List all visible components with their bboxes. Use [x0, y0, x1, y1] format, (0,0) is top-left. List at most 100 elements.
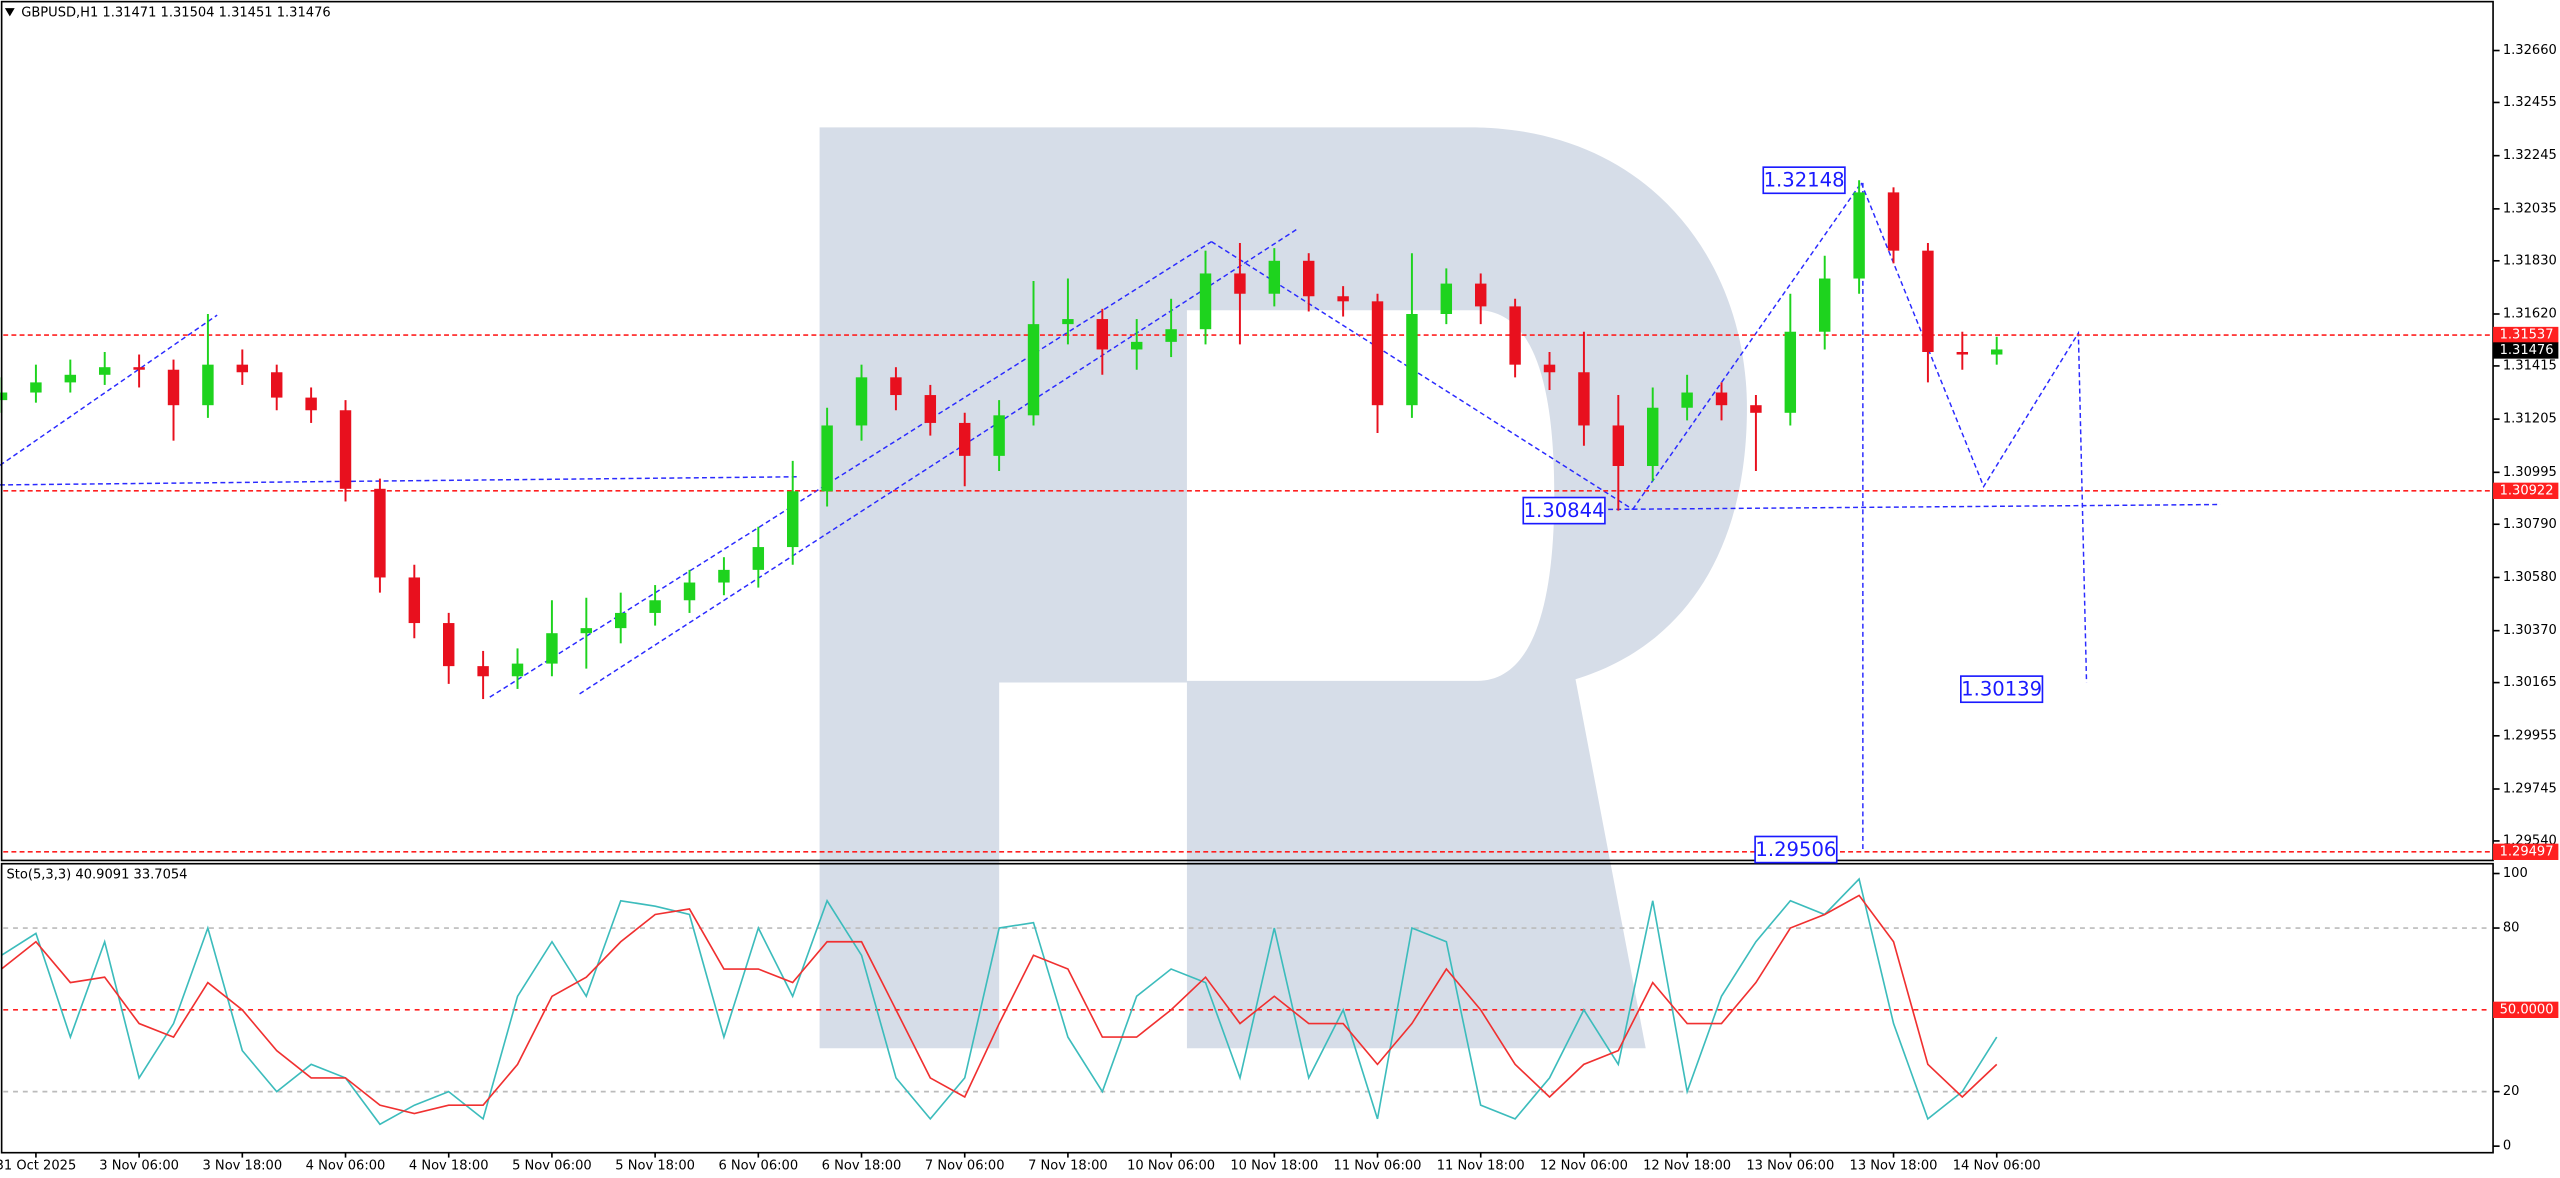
annotation-label: 1.29506 [1755, 838, 1836, 861]
candle-body [30, 382, 42, 393]
candle-body [1819, 278, 1831, 332]
candle-body [1750, 405, 1762, 413]
candle-body [821, 425, 833, 492]
candle-body [1887, 192, 1900, 251]
annotation-box [1522, 496, 1606, 525]
x-tick-label: 6 Nov 06:00 [718, 1158, 798, 1173]
annotation-box [1754, 835, 1838, 864]
x-tick-label: 12 Nov 06:00 [1540, 1158, 1628, 1173]
candle-body [924, 395, 937, 423]
forecast-line [489, 241, 1212, 698]
y-tick-label: 1.32660 [2503, 43, 2557, 58]
candle-body [1165, 329, 1177, 342]
x-tick-label: 11 Nov 18:00 [1437, 1158, 1525, 1173]
candle-body [305, 397, 317, 411]
candle-body [890, 377, 902, 396]
level-label-bg [2493, 1001, 2559, 1018]
annotation-label: 1.30139 [1961, 677, 2042, 700]
candle-body [959, 422, 971, 456]
annotation-label: 1.30844 [1524, 499, 1605, 522]
candle-body [787, 491, 799, 548]
candle-body [1578, 372, 1590, 426]
watermark-logo [819, 127, 1747, 1049]
x-tick-label: 5 Nov 06:00 [512, 1158, 592, 1173]
candle-body [615, 612, 627, 629]
y-tick-label: 1.32035 [2503, 201, 2557, 216]
candle-body [1027, 324, 1040, 416]
plot-area [0, 180, 2492, 1126]
forecast-line [0, 314, 218, 466]
last-price-label: 1.31476 [2500, 343, 2554, 358]
forecast-line [1632, 182, 1862, 510]
y-tick-label: 1.29745 [2503, 781, 2557, 796]
indicator-header: Sto(5,3,3) 40.9091 33.7054 [7, 868, 188, 883]
candle-body [477, 666, 489, 677]
level-label: 1.30922 [2500, 483, 2554, 498]
candle-body [855, 377, 868, 426]
candle-body [1440, 283, 1453, 314]
x-tick-label: 10 Nov 06:00 [1127, 1158, 1215, 1173]
candle-body [271, 372, 283, 398]
candle-body [236, 364, 249, 373]
y-tick-label: 1.30995 [2503, 465, 2557, 480]
forecast-line [0, 476, 801, 486]
x-tick-label: 5 Nov 18:00 [615, 1158, 695, 1173]
level-label: 1.31537 [2500, 328, 2554, 343]
x-tick-label: 4 Nov 18:00 [409, 1158, 489, 1173]
x-tick-label: 13 Nov 06:00 [1746, 1158, 1834, 1173]
candle-body [374, 488, 386, 578]
level-label: 1.29497 [2500, 844, 2554, 859]
candle-body [167, 369, 180, 406]
level-label: 50.0000 [2500, 1002, 2554, 1017]
candle-body [1406, 313, 1418, 406]
candle-body [443, 623, 455, 667]
symbol-header: GBPUSD,H1 1.31471 1.31504 1.31451 1.3147… [21, 6, 330, 21]
candle-body [511, 663, 524, 677]
candle-body [1131, 341, 1143, 350]
candle-body [718, 569, 730, 583]
level-label-bg [2493, 326, 2559, 344]
candle-body [1475, 283, 1487, 307]
x-tick-label: 3 Nov 06:00 [99, 1158, 179, 1173]
y-tick-label: 100 [2503, 866, 2528, 881]
stoch-line [0, 894, 1998, 1115]
y-tick-label: 1.29955 [2503, 728, 2557, 743]
candle-body [1715, 392, 1728, 406]
candle-body [1784, 331, 1797, 413]
candle-body [1096, 319, 1109, 350]
candle-body [649, 600, 661, 613]
candle-body [1303, 260, 1315, 297]
candle-body [1991, 349, 2003, 355]
y-tick-label: 0 [2503, 1139, 2511, 1154]
forecast-line [1211, 241, 1634, 511]
stoch-line [1, 877, 1998, 1126]
y-tick-label: 1.30580 [2503, 570, 2557, 585]
y-tick-label: 1.30370 [2503, 623, 2557, 638]
collapse-icon[interactable] [4, 8, 15, 17]
x-tick-label: 3 Nov 18:00 [202, 1158, 282, 1173]
y-tick-label: 1.32245 [2503, 148, 2557, 163]
forecast-line [579, 227, 1299, 695]
candle-body [1681, 392, 1693, 408]
candle-body [683, 582, 696, 601]
x-tick-label: 6 Nov 18:00 [822, 1158, 902, 1173]
forecast-line [1608, 503, 2221, 511]
y-tick-label: 1.30790 [2503, 517, 2557, 532]
candle-body [1956, 351, 1969, 355]
candle-body [1922, 250, 1934, 352]
candle-body [752, 547, 765, 570]
candle-body [546, 633, 558, 664]
main-frame [0, 0, 2494, 862]
candle-body [1647, 407, 1659, 466]
y-tick-label: 1.31830 [2503, 253, 2557, 268]
y-tick-label: 20 [2503, 1084, 2520, 1099]
x-tick-label: 31 Oct 2025 [0, 1158, 76, 1173]
candle-body [0, 392, 8, 401]
candle-body [1234, 273, 1246, 294]
candle-body [202, 364, 214, 406]
candle-body [64, 374, 77, 383]
y-tick-label: 1.31205 [2503, 412, 2557, 427]
level-label-bg [2493, 482, 2559, 499]
